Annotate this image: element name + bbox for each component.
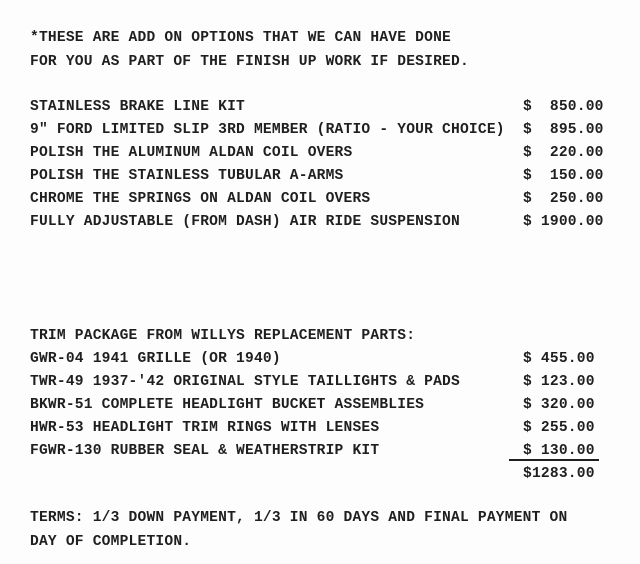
- item-label: FULLY ADJUSTABLE (FROM DASH) AIR RIDE SU…: [30, 214, 460, 230]
- item-label: POLISH THE STAINLESS TUBULAR A-ARMS: [30, 168, 344, 184]
- item-price: $ 850.00: [523, 99, 604, 115]
- trim-package-total-row: $1283.00: [30, 463, 603, 486]
- item-price: $ 320.00: [523, 397, 595, 413]
- item-label: FGWR-130 RUBBER SEAL & WEATHERSTRIP KIT: [30, 443, 380, 459]
- list-item: STAINLESS BRAKE LINE KIT $ 850.00: [30, 96, 603, 119]
- item-price: $ 455.00: [523, 351, 595, 367]
- item-price: $ 220.00: [523, 145, 604, 161]
- item-label: HWR-53 HEADLIGHT TRIM RINGS WITH LENSES: [30, 420, 380, 436]
- header-note: *THESE ARE ADD ON OPTIONS THAT WE CAN HA…: [30, 26, 603, 74]
- terms-line2: DAY OF COMPLETION.: [30, 533, 192, 550]
- list-item: FGWR-130 RUBBER SEAL & WEATHERSTRIP KIT …: [30, 440, 603, 463]
- terms-line1: TERMS: 1/3 DOWN PAYMENT, 1/3 IN 60 DAYS …: [30, 510, 568, 526]
- item-price: $ 255.00: [523, 420, 595, 436]
- item-label: 9" FORD LIMITED SLIP 3RD MEMBER (RATIO -…: [30, 122, 505, 138]
- addon-options-list: STAINLESS BRAKE LINE KIT $ 850.00 9" FOR…: [30, 96, 603, 234]
- list-item: HWR-53 HEADLIGHT TRIM RINGS WITH LENSES …: [30, 417, 603, 440]
- trim-package-total: $1283.00: [523, 466, 595, 482]
- item-price: $ 1900.00: [523, 214, 604, 230]
- header-note-line2: FOR YOU AS PART OF THE FINISH UP WORK IF…: [30, 54, 469, 70]
- list-item: POLISH THE ALUMINUM ALDAN COIL OVERS $ 2…: [30, 142, 603, 165]
- item-price: $ 150.00: [523, 168, 604, 184]
- header-note-line1: *THESE ARE ADD ON OPTIONS THAT WE CAN HA…: [30, 30, 452, 46]
- list-item: 9" FORD LIMITED SLIP 3RD MEMBER (RATIO -…: [30, 119, 603, 142]
- item-label: GWR-04 1941 GRILLE (OR 1940): [30, 351, 281, 367]
- list-item: POLISH THE STAINLESS TUBULAR A-ARMS $ 15…: [30, 165, 603, 188]
- item-label: TWR-49 1937-'42 ORIGINAL STYLE TAILLIGHT…: [30, 374, 460, 390]
- trim-package-heading: TRIM PACKAGE FROM WILLYS REPLACEMENT PAR…: [30, 328, 416, 344]
- item-price: $ 123.00: [523, 374, 595, 390]
- item-price: $ 250.00: [523, 191, 604, 207]
- list-item: CHROME THE SPRINGS ON ALDAN COIL OVERS $…: [30, 188, 603, 211]
- item-price: $ 895.00: [523, 122, 604, 138]
- trim-package-list: TRIM PACKAGE FROM WILLYS REPLACEMENT PAR…: [30, 325, 603, 486]
- total-row-spacer: [30, 463, 523, 486]
- item-label: POLISH THE ALUMINUM ALDAN COIL OVERS: [30, 145, 353, 161]
- list-item: BKWR-51 COMPLETE HEADLIGHT BUCKET ASSEMB…: [30, 394, 603, 417]
- item-label: CHROME THE SPRINGS ON ALDAN COIL OVERS: [30, 191, 371, 207]
- list-item: TWR-49 1937-'42 ORIGINAL STYLE TAILLIGHT…: [30, 371, 603, 394]
- item-label: BKWR-51 COMPLETE HEADLIGHT BUCKET ASSEMB…: [30, 397, 425, 413]
- item-label: STAINLESS BRAKE LINE KIT: [30, 99, 245, 115]
- list-item: GWR-04 1941 GRILLE (OR 1940) $ 455.00: [30, 348, 603, 371]
- payment-terms: TERMS: 1/3 DOWN PAYMENT, 1/3 IN 60 DAYS …: [30, 507, 603, 554]
- item-price-underlined: $ 130.00: [509, 440, 603, 463]
- list-item: FULLY ADJUSTABLE (FROM DASH) AIR RIDE SU…: [30, 211, 603, 234]
